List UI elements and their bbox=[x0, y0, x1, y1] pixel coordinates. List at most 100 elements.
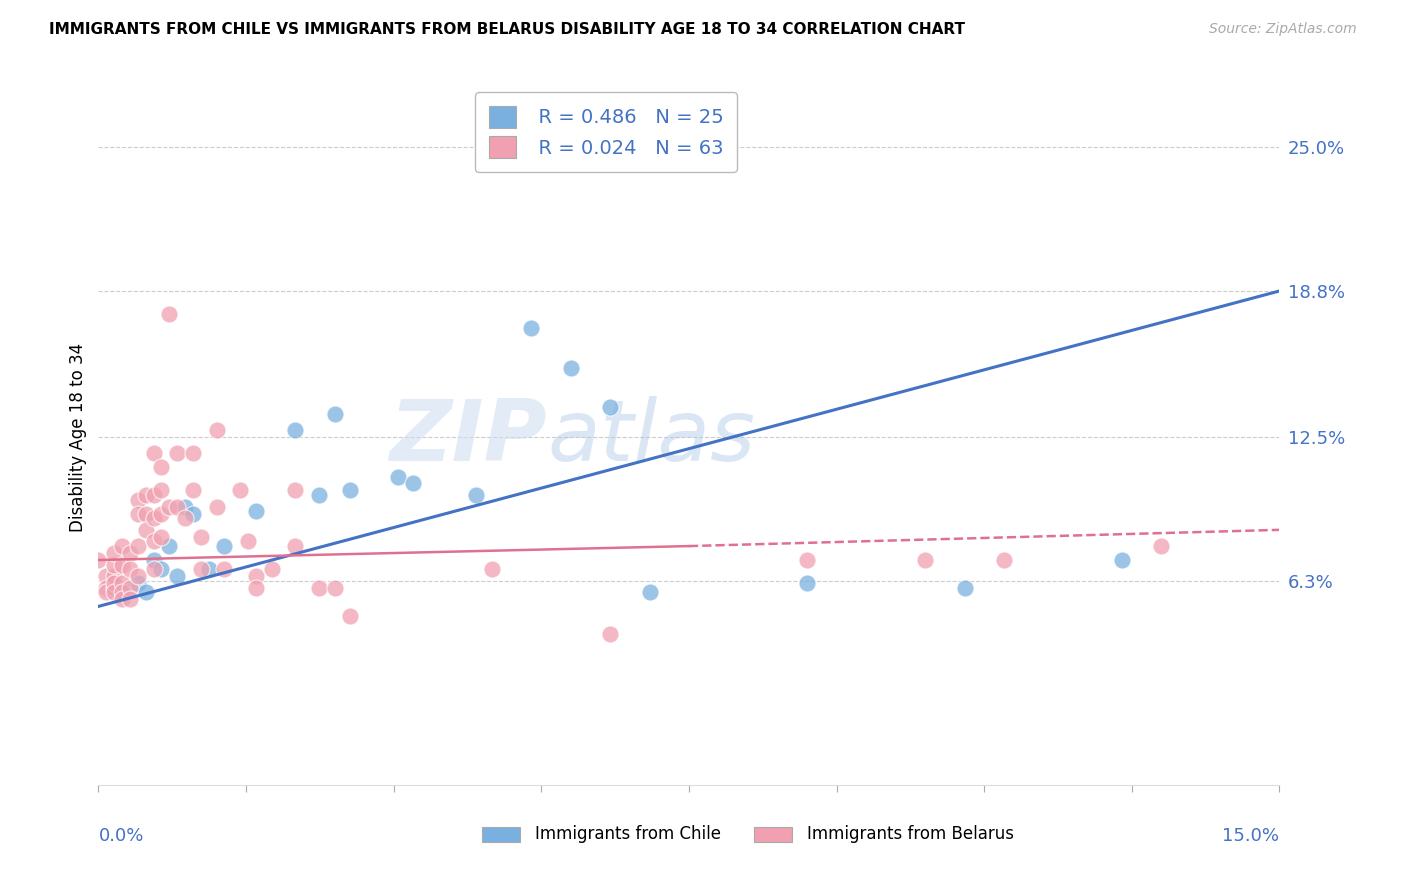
Point bbox=[520, 321, 543, 335]
Legend:   R = 0.486   N = 25,   R = 0.024   N = 63: R = 0.486 N = 25, R = 0.024 N = 63 bbox=[475, 92, 737, 172]
Point bbox=[481, 562, 503, 576]
Point bbox=[111, 576, 134, 591]
Point bbox=[103, 585, 125, 599]
Point bbox=[796, 553, 818, 567]
Point bbox=[150, 483, 173, 498]
Point bbox=[181, 483, 204, 498]
Point bbox=[135, 585, 157, 599]
Point bbox=[118, 546, 141, 560]
Point bbox=[157, 307, 180, 321]
Point bbox=[127, 507, 149, 521]
Point bbox=[142, 553, 165, 567]
Point bbox=[135, 507, 157, 521]
Point bbox=[111, 592, 134, 607]
Point bbox=[142, 534, 165, 549]
Y-axis label: Disability Age 18 to 34: Disability Age 18 to 34 bbox=[69, 343, 87, 532]
Point bbox=[127, 569, 149, 583]
Point bbox=[127, 492, 149, 507]
Point bbox=[157, 500, 180, 514]
Point bbox=[96, 569, 118, 583]
Text: 15.0%: 15.0% bbox=[1222, 827, 1279, 845]
Point bbox=[236, 534, 259, 549]
Point bbox=[118, 581, 141, 595]
Point bbox=[229, 483, 252, 498]
Point bbox=[103, 581, 125, 595]
Point bbox=[103, 546, 125, 560]
Point bbox=[190, 562, 212, 576]
Point bbox=[1150, 539, 1173, 553]
Text: atlas: atlas bbox=[547, 395, 755, 479]
Text: ZIP: ZIP bbox=[389, 395, 547, 479]
Point bbox=[166, 446, 188, 460]
Point bbox=[174, 500, 197, 514]
Point bbox=[96, 581, 118, 595]
Point bbox=[1111, 553, 1133, 567]
Point bbox=[796, 576, 818, 591]
Point bbox=[402, 476, 425, 491]
Point bbox=[245, 504, 267, 518]
Point bbox=[166, 569, 188, 583]
Point bbox=[284, 539, 307, 553]
Point bbox=[260, 562, 283, 576]
Point bbox=[638, 585, 661, 599]
Point bbox=[214, 562, 236, 576]
Point bbox=[150, 507, 173, 521]
Point bbox=[103, 558, 125, 572]
Point bbox=[339, 483, 361, 498]
Point bbox=[214, 539, 236, 553]
Point bbox=[142, 446, 165, 460]
Point bbox=[599, 400, 621, 414]
Point bbox=[245, 569, 267, 583]
Point bbox=[993, 553, 1015, 567]
Point bbox=[190, 530, 212, 544]
Point bbox=[118, 592, 141, 607]
Point bbox=[323, 407, 346, 421]
Text: 0.0%: 0.0% bbox=[98, 827, 143, 845]
Point bbox=[142, 562, 165, 576]
Point bbox=[323, 581, 346, 595]
Point bbox=[166, 500, 188, 514]
Point bbox=[599, 627, 621, 641]
FancyBboxPatch shape bbox=[754, 827, 792, 842]
Point bbox=[387, 469, 409, 483]
Text: Source: ZipAtlas.com: Source: ZipAtlas.com bbox=[1209, 22, 1357, 37]
Point bbox=[914, 553, 936, 567]
Point bbox=[150, 460, 173, 475]
Point bbox=[308, 581, 330, 595]
Point bbox=[150, 562, 173, 576]
Point bbox=[118, 562, 141, 576]
Point bbox=[245, 581, 267, 595]
Text: Immigrants from Chile: Immigrants from Chile bbox=[536, 825, 721, 843]
Point bbox=[103, 569, 125, 583]
Text: IMMIGRANTS FROM CHILE VS IMMIGRANTS FROM BELARUS DISABILITY AGE 18 TO 34 CORRELA: IMMIGRANTS FROM CHILE VS IMMIGRANTS FROM… bbox=[49, 22, 965, 37]
Point bbox=[174, 511, 197, 525]
Point bbox=[308, 488, 330, 502]
Text: Immigrants from Belarus: Immigrants from Belarus bbox=[807, 825, 1014, 843]
Point bbox=[205, 500, 228, 514]
Point bbox=[284, 483, 307, 498]
Point bbox=[135, 523, 157, 537]
Point bbox=[181, 446, 204, 460]
Point bbox=[953, 581, 976, 595]
Point bbox=[111, 585, 134, 599]
Point bbox=[87, 553, 110, 567]
Point bbox=[284, 423, 307, 437]
Point bbox=[111, 539, 134, 553]
Point bbox=[150, 530, 173, 544]
FancyBboxPatch shape bbox=[482, 827, 520, 842]
Point bbox=[127, 539, 149, 553]
Point bbox=[181, 507, 204, 521]
Point bbox=[560, 360, 582, 375]
Point bbox=[127, 576, 149, 591]
Point bbox=[465, 488, 488, 502]
Point bbox=[339, 608, 361, 623]
Point bbox=[111, 558, 134, 572]
Point bbox=[205, 423, 228, 437]
Point bbox=[96, 585, 118, 599]
Point bbox=[197, 562, 219, 576]
Point bbox=[142, 511, 165, 525]
Point bbox=[103, 576, 125, 591]
Point bbox=[157, 539, 180, 553]
Point bbox=[142, 488, 165, 502]
Point bbox=[135, 488, 157, 502]
